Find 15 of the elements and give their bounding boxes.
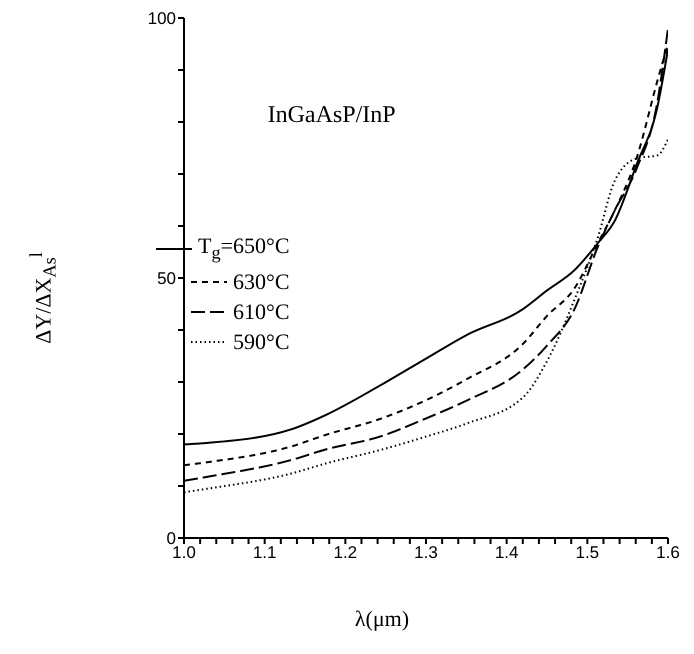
x-tick-label: 1.4 bbox=[494, 543, 518, 562]
x-tick-label: 1.5 bbox=[576, 543, 600, 562]
x-axis-title: λ(μm) bbox=[354, 606, 410, 632]
y-tick-label: 100 bbox=[148, 9, 176, 28]
legend-label: 590°C bbox=[233, 328, 290, 356]
legend-label: T$_{g}$=650°C bbox=[198, 232, 290, 264]
annotation: InGaAsP/InP bbox=[268, 102, 396, 129]
y-tick-label: 50 bbox=[157, 269, 176, 288]
legend-label: 610°C bbox=[233, 298, 290, 326]
x-tick-label: 1.1 bbox=[252, 543, 276, 562]
x-tick-label: 1.3 bbox=[414, 543, 438, 562]
x-tick-label: 1.2 bbox=[334, 543, 358, 562]
legend-label: 630°C bbox=[233, 268, 290, 296]
x-tick-label: 1.0 bbox=[172, 543, 196, 562]
x-tick-label: 1.6 bbox=[656, 543, 680, 562]
